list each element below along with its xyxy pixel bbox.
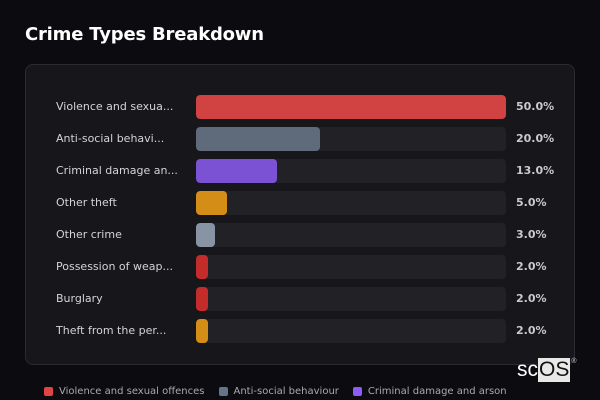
bar-fill	[196, 191, 227, 215]
bar-fill	[196, 127, 320, 151]
bar-label: Possession of weap...	[56, 260, 173, 273]
registered-icon: ®	[571, 358, 577, 365]
legend-item[interactable]: Anti-social behaviour	[218, 386, 339, 397]
bar-label: Anti-social behavi...	[56, 132, 165, 145]
bar-label: Criminal damage an...	[56, 164, 178, 177]
bar-label: Violence and sexua...	[56, 100, 174, 113]
bar-fill	[196, 319, 209, 343]
bar-track	[196, 319, 506, 343]
bar-fill	[196, 223, 215, 247]
bar-fill	[196, 287, 209, 311]
bar-row: Other theft 5.0%	[26, 191, 574, 215]
bar-fill	[196, 255, 209, 279]
bar-track	[196, 159, 506, 183]
legend-item[interactable]: Criminal damage and arson	[352, 386, 507, 397]
legend-label: Violence and sexual offences	[59, 386, 205, 397]
watermark-prefix: sc	[517, 358, 538, 381]
bar-label: Other theft	[56, 196, 117, 209]
legend-swatch-icon	[44, 387, 53, 396]
legend-swatch-icon	[352, 387, 362, 396]
bar-value: 2.0%	[516, 324, 547, 337]
bar-label: Other crime	[56, 228, 122, 241]
legend-label: Anti-social behaviour	[233, 386, 339, 397]
bar-label: Theft from the per...	[56, 324, 167, 337]
bar-track	[196, 223, 506, 247]
bar-label: Burglary	[56, 292, 103, 305]
bar-row: Possession of weap... 2.0%	[26, 255, 574, 279]
chart-legend: Violence and sexual offences Anti-social …	[44, 386, 507, 397]
bar-value: 13.0%	[516, 164, 555, 177]
bar-value: 20.0%	[516, 132, 555, 145]
bar-fill	[196, 159, 277, 183]
bar-row: Theft from the per... 2.0%	[26, 319, 574, 343]
bar-track	[196, 127, 506, 151]
bar-value: 50.0%	[516, 100, 555, 113]
bar-row: Violence and sexua... 50.0%	[26, 95, 574, 119]
legend-item[interactable]: Violence and sexual offences	[44, 386, 205, 397]
legend-swatch-icon	[218, 387, 228, 396]
scos-watermark: sc OS ®	[517, 358, 577, 382]
chart-card: Violence and sexua... 50.0% Anti-social be…	[25, 64, 575, 365]
bar-value: 2.0%	[516, 292, 547, 305]
bar-fill	[196, 95, 506, 119]
bar-row: Criminal damage an... 13.0%	[26, 159, 574, 183]
bar-track	[196, 95, 506, 119]
bar-row: Other crime 3.0%	[26, 223, 574, 247]
bar-track	[196, 191, 506, 215]
bar-row: Anti-social behavi... 20.0%	[26, 127, 574, 151]
bar-row: Burglary 2.0%	[26, 287, 574, 311]
page-title: Crime Types Breakdown	[25, 24, 264, 45]
bar-value: 5.0%	[516, 196, 547, 209]
legend-label: Criminal damage and arson	[367, 386, 507, 397]
bar-track	[196, 255, 506, 279]
watermark-boxed: OS	[538, 358, 571, 382]
bar-value: 2.0%	[516, 260, 547, 273]
bar-value: 3.0%	[516, 228, 547, 241]
bar-track	[196, 287, 506, 311]
